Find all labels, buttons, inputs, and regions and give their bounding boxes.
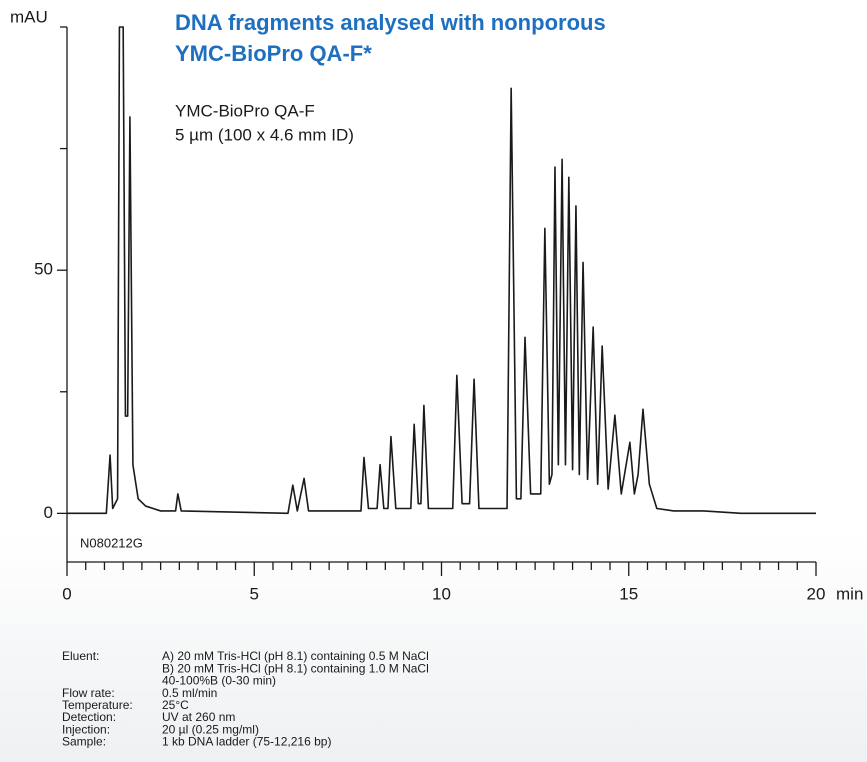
method-value: 20 µl (0.25 mg/ml) xyxy=(162,722,259,736)
method-label: Temperature: xyxy=(62,698,133,712)
annotation: N080212G xyxy=(80,535,143,550)
chart-title: YMC-BioPro QA-F* xyxy=(175,41,372,66)
x-axis-label: min xyxy=(836,584,863,603)
method-value: 25°C xyxy=(162,698,189,712)
method-value: UV at 260 nm xyxy=(162,710,235,724)
chromatogram-trace xyxy=(67,26,816,515)
x-tick-label: 20 xyxy=(807,584,826,603)
method-label: Sample: xyxy=(62,735,106,749)
subtitle: 5 µm (100 x 4.6 mm ID) xyxy=(175,125,354,144)
chart-title: DNA fragments analysed with nonporous xyxy=(175,10,606,35)
y-tick-label: 0 xyxy=(44,503,53,522)
method-label: Flow rate: xyxy=(62,686,115,700)
method-label: Eluent: xyxy=(62,649,99,663)
x-tick-label: 0 xyxy=(62,584,71,603)
method-value: 0.5 ml/min xyxy=(162,686,217,700)
x-tick-label: 15 xyxy=(619,584,638,603)
method-value: 40-100%B (0-30 min) xyxy=(162,674,276,688)
subtitle: YMC-BioPro QA-F xyxy=(175,101,315,120)
method-label: Detection: xyxy=(62,710,116,724)
x-tick-label: 5 xyxy=(250,584,259,603)
method-label: Injection: xyxy=(62,722,110,736)
x-tick-label: 10 xyxy=(432,584,451,603)
method-value: A) 20 mM Tris-HCl (pH 8.1) containing 0.… xyxy=(162,649,429,663)
y-axis-label: mAU xyxy=(10,7,48,26)
method-value: 1 kb DNA ladder (75-12,216 bp) xyxy=(162,735,331,749)
y-tick-label: 50 xyxy=(34,260,53,279)
method-value: B) 20 mM Tris-HCl (pH 8.1) containing 1.… xyxy=(162,661,429,675)
